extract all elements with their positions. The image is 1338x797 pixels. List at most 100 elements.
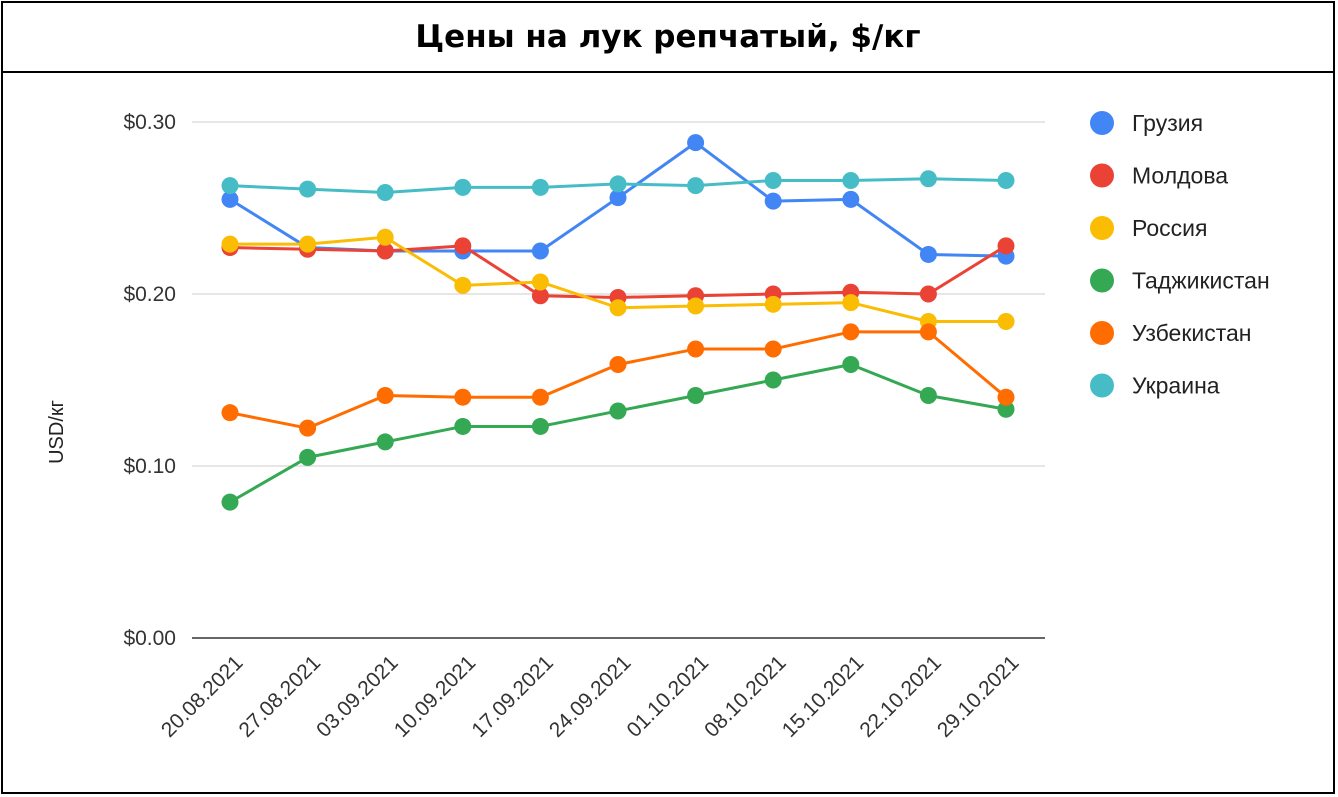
data-point — [764, 192, 782, 210]
y-tick-label: $0.20 — [123, 283, 176, 306]
x-tick-label: 29.10.2021 — [933, 651, 1024, 742]
data-point — [299, 235, 317, 253]
legend-marker — [1090, 111, 1114, 135]
data-point — [376, 433, 394, 451]
legend-marker — [1090, 163, 1114, 188]
x-tick-label: 10.09.2021 — [390, 651, 481, 742]
data-point — [531, 287, 549, 305]
data-point — [531, 388, 549, 406]
legend-item: Таджикистан — [1090, 268, 1270, 294]
data-point — [842, 356, 860, 374]
data-point — [687, 340, 705, 358]
y-tick-label: $0.30 — [123, 111, 176, 134]
data-point — [376, 242, 394, 260]
data-point — [221, 404, 239, 422]
legend-item: Украина — [1090, 373, 1220, 399]
data-point — [842, 323, 860, 341]
data-point — [221, 190, 239, 208]
legend-marker — [1090, 268, 1114, 293]
data-point — [997, 400, 1015, 418]
data-point — [376, 386, 394, 404]
data-point — [997, 171, 1015, 189]
data-point — [842, 171, 860, 189]
data-point — [687, 297, 705, 315]
series-Узбекистан — [221, 323, 1015, 437]
data-point — [221, 493, 239, 511]
y-tick-label: $0.10 — [123, 455, 176, 478]
legend-marker — [1090, 321, 1114, 345]
legend-item: Грузия — [1090, 110, 1203, 136]
legend-label: Россия — [1132, 215, 1207, 241]
data-point — [842, 294, 860, 312]
data-point — [221, 177, 239, 195]
x-tick-label: 20.08.2021 — [157, 651, 248, 742]
y-axis-title: USD/кг — [46, 400, 68, 464]
data-point — [454, 276, 472, 294]
data-point — [919, 170, 937, 188]
x-tick-label: 22.10.2021 — [855, 651, 946, 742]
data-point — [609, 189, 627, 207]
data-point — [454, 388, 472, 406]
data-point — [687, 386, 705, 404]
data-point — [919, 245, 937, 263]
legend: Грузия Молдова Россия Таджикистан Узбекистан… — [1090, 110, 1270, 399]
data-point — [609, 402, 627, 420]
x-axis-ticks: 20.08.202127.08.202103.09.202110.09.2021… — [157, 651, 1024, 742]
data-point — [221, 235, 239, 253]
chart-title: Цены на лук репчатый, $/кг — [415, 19, 921, 55]
data-point — [299, 448, 317, 466]
data-point — [919, 285, 937, 303]
series-Грузия — [221, 134, 1015, 265]
legend-label: Узбекистан — [1132, 320, 1252, 346]
series-Украина — [221, 170, 1015, 202]
data-point — [454, 417, 472, 435]
data-point — [997, 388, 1015, 406]
x-tick-label: 24.09.2021 — [545, 651, 636, 742]
series-line — [229, 363, 1007, 504]
data-point — [376, 184, 394, 202]
legend-label: Грузия — [1132, 110, 1203, 136]
data-point — [764, 340, 782, 358]
data-point — [454, 178, 472, 196]
data-point — [531, 242, 549, 260]
data-point — [842, 190, 860, 208]
data-point — [687, 177, 705, 195]
data-point — [997, 313, 1015, 331]
data-point — [764, 171, 782, 189]
chart-title-bar: Цены на лук репчатый, $/кг — [3, 3, 1333, 73]
legend-item: Молдова — [1090, 163, 1228, 189]
data-point — [299, 180, 317, 198]
data-point — [997, 237, 1015, 255]
legend-marker — [1090, 373, 1114, 398]
data-point — [764, 295, 782, 313]
y-tick-label: $0.00 — [123, 627, 176, 650]
series-group — [221, 134, 1015, 511]
data-point — [764, 371, 782, 389]
data-point — [454, 237, 472, 255]
data-point — [376, 228, 394, 246]
x-tick-label: 17.09.2021 — [467, 651, 558, 742]
data-point — [609, 299, 627, 317]
legend-label: Молдова — [1132, 163, 1228, 189]
series-Таджикистан — [221, 356, 1015, 511]
legend-label: Украина — [1132, 373, 1220, 399]
series-Россия — [221, 228, 1015, 331]
x-tick-label: 15.10.2021 — [778, 651, 869, 742]
data-point — [609, 356, 627, 374]
legend-marker — [1090, 216, 1114, 240]
data-point — [919, 386, 937, 404]
x-tick-label: 03.09.2021 — [312, 651, 403, 742]
data-point — [687, 134, 705, 152]
legend-label: Таджикистан — [1132, 268, 1270, 294]
data-point — [531, 417, 549, 435]
data-point — [299, 419, 317, 437]
data-point — [609, 175, 627, 193]
data-point — [531, 273, 549, 291]
data-point — [919, 323, 937, 341]
x-tick-label: 08.10.2021 — [700, 651, 791, 742]
x-tick-label: 01.10.2021 — [623, 651, 714, 742]
x-tick-label: 27.08.2021 — [235, 651, 326, 742]
legend-item: Узбекистан — [1090, 320, 1252, 346]
